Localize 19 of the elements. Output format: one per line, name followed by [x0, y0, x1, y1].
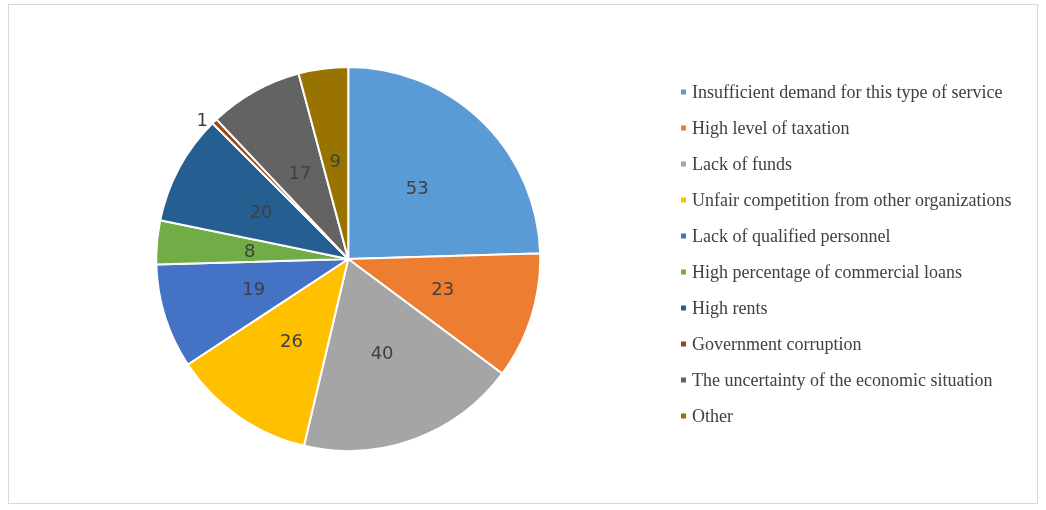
data-label: 19 [242, 278, 266, 300]
legend-label: Other [692, 406, 733, 426]
legend-label: Government corruption [692, 334, 862, 354]
legend-label: Lack of qualified personnel [692, 226, 891, 246]
legend-label: High level of taxation [692, 118, 850, 138]
legend-label: High percentage of commercial loans [692, 262, 962, 282]
data-label: 40 [370, 341, 394, 363]
legend-label: High rents [692, 298, 768, 318]
data-label: 1 [196, 109, 209, 131]
data-label: 23 [431, 278, 455, 300]
legend-label: Lack of funds [692, 154, 792, 174]
data-label: 9 [329, 150, 342, 172]
data-label: 26 [280, 329, 303, 351]
data-label: 8 [243, 239, 256, 261]
legend-label: The uncertainty of the economic situation [692, 370, 993, 390]
legend-label: Unfair competition from other organizations [692, 190, 1012, 210]
data-label: 20 [249, 201, 273, 223]
data-label: 53 [405, 177, 429, 199]
legend-label: Insufficient demand for this type of service [692, 82, 1003, 102]
